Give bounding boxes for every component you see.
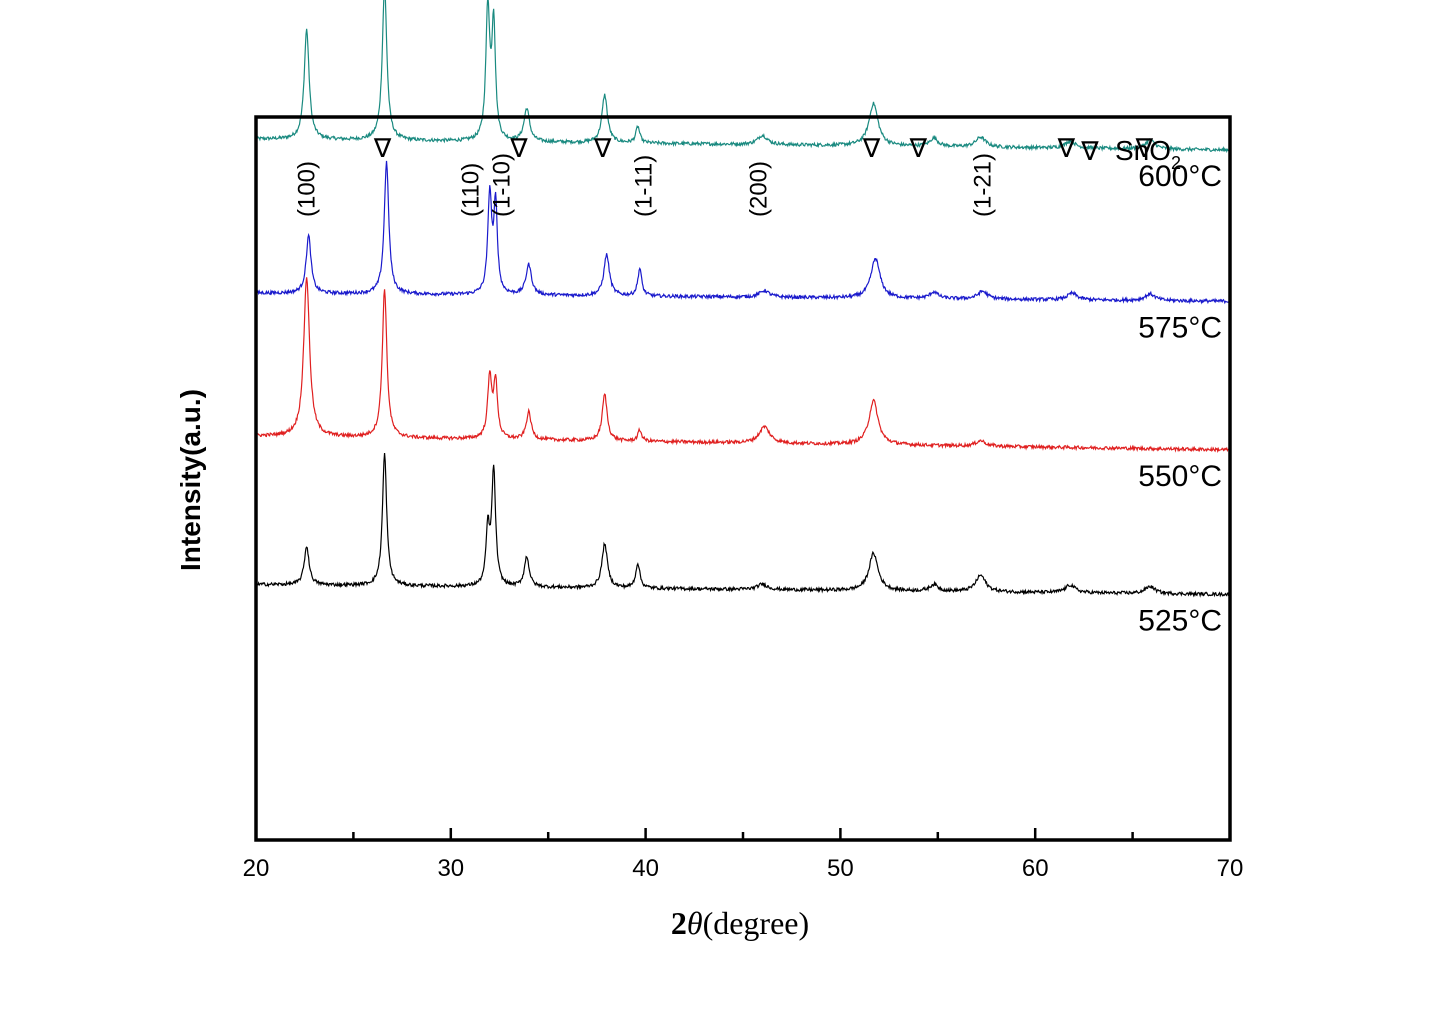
sno2-marker-icon: ∇ [373, 134, 392, 164]
series-line-550C [255, 277, 1231, 454]
legend-label-sub: 2 [1171, 153, 1181, 173]
series-line-600C [255, 0, 1231, 154]
series-label: 550°C [1138, 460, 1222, 493]
sno2-marker-icon: ∇ [509, 134, 528, 164]
sno2-marker-icon: ∇ [862, 134, 881, 164]
legend-label-main: SnO [1115, 135, 1171, 166]
x-tick-label: 50 [827, 855, 854, 882]
x-tick-label: 60 [1022, 855, 1049, 882]
x-tick-label: 40 [632, 855, 659, 882]
legend: ∇ SnO2 [1080, 135, 1181, 173]
sno2-marker-icon: ∇ [1057, 134, 1076, 164]
miller-index-label: (200) [746, 161, 773, 217]
x-axis-title-suffix: (degree) [703, 905, 810, 941]
legend-symbol-icon: ∇ [1080, 137, 1099, 167]
x-axis-title-prefix: 2 [671, 905, 687, 941]
legend-label: SnO2 [1115, 135, 1181, 173]
miller-index-label: (100) [294, 161, 321, 217]
miller-index-label: (1-10) [488, 153, 515, 217]
x-tick-label: 30 [437, 855, 464, 882]
x-tick-label: 70 [1217, 855, 1244, 882]
miller-index-label: (1-21) [970, 153, 997, 217]
series-line-575C [255, 160, 1231, 305]
series-label: 600°C [1138, 160, 1222, 193]
sno2-marker-icon: ∇ [909, 134, 928, 164]
sno2-marker-icon: ∇ [1135, 134, 1154, 164]
plot-frame [254, 115, 1232, 842]
series-label: 575°C [1138, 311, 1222, 344]
series-line-525C [255, 452, 1231, 598]
x-tick-label: 20 [243, 855, 270, 882]
x-axis-ticks: 20 30 40 50 60 70 [243, 828, 1244, 882]
y-axis-title: Intensity(a.u.) [175, 389, 206, 571]
peak-annotations: (100)∇(110) (1-10)∇ ∇(1-11) (200)∇ ∇(1-21)∇ ∇ [294, 134, 1154, 217]
series-label: 525°C [1138, 604, 1222, 637]
x-axis-title: 2θ(degree) [671, 905, 809, 941]
series-layer: 600°C 575°C 550°C 525°C [255, 0, 1231, 637]
miller-index-label: (1-11) [631, 155, 658, 217]
x-axis-title-theta: θ [687, 905, 703, 941]
sno2-marker-icon: ∇ [593, 134, 612, 164]
miller-index-label: (110) [457, 163, 484, 217]
